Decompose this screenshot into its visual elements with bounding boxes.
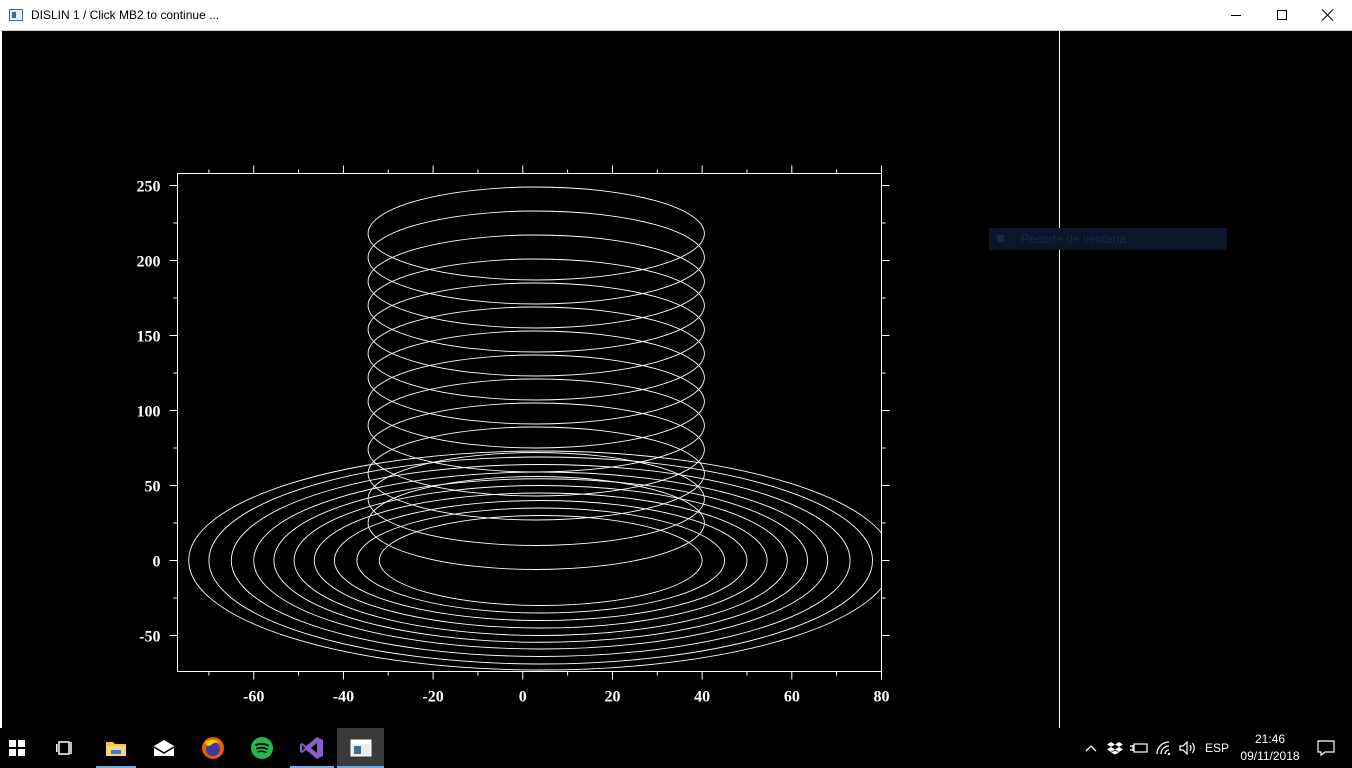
tray-volume[interactable] [1177, 728, 1199, 768]
spiral-ring [293, 485, 788, 636]
firefox-icon [202, 737, 224, 759]
y-tick-label: -50 [139, 629, 160, 646]
chart: -60 -40 -20 0 20 40 60 80 -50 0 50 100 150 200 250 [137, 165, 890, 706]
y-tick-label: 50 [145, 479, 161, 496]
taskbar-file-explorer[interactable] [96, 728, 136, 768]
close-button[interactable] [1305, 0, 1351, 30]
helix-coil [367, 426, 705, 521]
spiral-ring [188, 450, 882, 671]
window-title: DISLIN 1 / Click MB2 to continue ... [31, 8, 220, 22]
mail-icon [153, 740, 175, 756]
taskbar: ESP 21:46 09/11/2018 [0, 728, 1352, 768]
speaker-icon [1179, 741, 1195, 755]
x-tick-label: 20 [604, 689, 620, 706]
tray-dropbox[interactable] [1104, 728, 1126, 768]
dropbox-icon [1107, 742, 1123, 755]
helix-coil [367, 210, 705, 305]
clock-time: 21:46 [1254, 732, 1286, 746]
spiral-ring [253, 471, 829, 650]
taskbar-spotify[interactable] [242, 728, 282, 768]
folder-icon [106, 742, 126, 756]
visual-studio-icon [300, 737, 323, 759]
spiral-ring [356, 507, 726, 614]
spiral-ring [230, 464, 851, 657]
app-window-icon [350, 739, 371, 757]
spiral-ring [378, 515, 703, 606]
battery-plug-icon [1130, 743, 1148, 753]
y-tick-label: 100 [137, 404, 161, 421]
snip-icon [997, 235, 1004, 242]
taskbar-mail[interactable] [144, 728, 184, 768]
window-border [0, 31, 2, 728]
language-indicator: ESP [1204, 741, 1229, 755]
clock-date: 09/11/2018 [1240, 749, 1300, 763]
spotify-icon [251, 737, 273, 759]
helix-coil [367, 234, 705, 329]
task-view-button[interactable] [46, 728, 84, 768]
action-center-button[interactable] [1312, 728, 1340, 768]
wifi-icon [1156, 741, 1171, 755]
y-tick-label: 150 [137, 329, 161, 346]
spiral-ring [273, 478, 808, 643]
helix-coil [367, 282, 705, 377]
x-tick-label: 60 [784, 689, 800, 706]
snip-tooltip: Recorte de ventana [989, 228, 1227, 250]
x-tick-label: 40 [694, 689, 710, 706]
x-tick-label: -20 [422, 689, 443, 706]
minimize-icon [1231, 14, 1241, 16]
snip-tooltip-label: Recorte de ventana [1021, 232, 1126, 246]
y-tick-label: 250 [137, 179, 161, 196]
windows-logo-icon [9, 740, 25, 756]
window-titlebar[interactable]: DISLIN 1 / Click MB2 to continue ... [0, 0, 1352, 31]
notification-icon [1317, 740, 1335, 756]
helix-coil [367, 402, 705, 497]
helix-coil [367, 476, 705, 570]
taskbar-visual-studio[interactable] [290, 728, 334, 768]
plot-frame [177, 173, 882, 672]
minimize-button[interactable] [1213, 0, 1259, 30]
x-tick-label: 0 [519, 689, 527, 706]
spiral-ring [313, 492, 768, 629]
x-tick-label: -60 [243, 689, 264, 706]
x-tick-label: 80 [874, 689, 890, 706]
maximize-icon [1277, 10, 1287, 20]
taskbar-dislin-window[interactable] [337, 728, 384, 768]
helix-coil [367, 354, 705, 449]
tray-overflow-button[interactable] [1082, 728, 1100, 768]
taskbar-firefox[interactable] [193, 728, 233, 768]
maximize-button[interactable] [1259, 0, 1305, 30]
spiral-ring [208, 456, 873, 665]
chevron-up-icon [1085, 745, 1097, 752]
x-tick-label: -40 [333, 689, 354, 706]
spiral-ring [333, 500, 748, 621]
tray-clock[interactable]: 21:46 09/11/2018 [1236, 731, 1304, 765]
app-window-icon [9, 9, 23, 21]
helix-coil [367, 452, 705, 546]
y-tick-label: 0 [153, 554, 161, 571]
tray-battery[interactable] [1128, 728, 1150, 768]
start-button[interactable] [0, 728, 34, 768]
task-view-icon [56, 741, 72, 755]
close-icon [1322, 9, 1334, 21]
tray-language[interactable]: ESP [1203, 728, 1231, 768]
plot-canvas[interactable]: -60 -40 -20 0 20 40 60 80 -50 0 50 100 150 200 250 [2, 31, 1060, 728]
helix-coil [367, 378, 705, 473]
tray-wifi[interactable] [1153, 728, 1175, 768]
helix-coil [367, 330, 705, 425]
helix-coil [367, 306, 705, 401]
y-tick-label: 200 [137, 254, 161, 271]
helix-coil [367, 186, 705, 281]
helix-coil [367, 258, 705, 353]
